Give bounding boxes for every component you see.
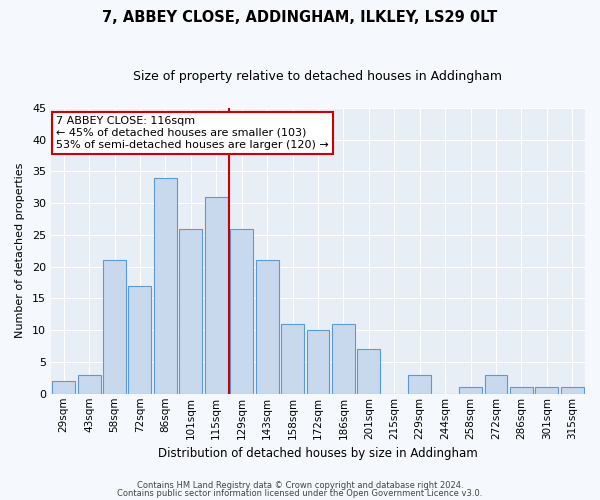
Bar (510, 388, 533, 394)
X-axis label: Distribution of detached houses by size in Addingham: Distribution of detached houses by size … (158, 447, 478, 460)
Bar (52, 381, 75, 394)
Text: 7 ABBEY CLOSE: 116sqm
← 45% of detached houses are smaller (103)
53% of semi-det: 7 ABBEY CLOSE: 116sqm ← 45% of detached … (56, 116, 329, 150)
Bar (256, 260, 278, 394)
Bar (485, 374, 508, 394)
Bar (281, 324, 304, 394)
Bar (128, 286, 151, 394)
Bar (561, 388, 584, 394)
Text: Contains public sector information licensed under the Open Government Licence v3: Contains public sector information licen… (118, 488, 482, 498)
Y-axis label: Number of detached properties: Number of detached properties (15, 163, 25, 338)
Bar (179, 228, 202, 394)
Bar (154, 178, 177, 394)
Bar (459, 388, 482, 394)
Bar (103, 260, 126, 394)
Bar (230, 228, 253, 394)
Bar (408, 374, 431, 394)
Bar (535, 388, 558, 394)
Bar (358, 350, 380, 394)
Bar (307, 330, 329, 394)
Text: 7, ABBEY CLOSE, ADDINGHAM, ILKLEY, LS29 0LT: 7, ABBEY CLOSE, ADDINGHAM, ILKLEY, LS29 … (103, 10, 497, 25)
Text: Contains HM Land Registry data © Crown copyright and database right 2024.: Contains HM Land Registry data © Crown c… (137, 481, 463, 490)
Bar (332, 324, 355, 394)
Bar (205, 197, 227, 394)
Title: Size of property relative to detached houses in Addingham: Size of property relative to detached ho… (133, 70, 502, 83)
Bar (77, 374, 101, 394)
